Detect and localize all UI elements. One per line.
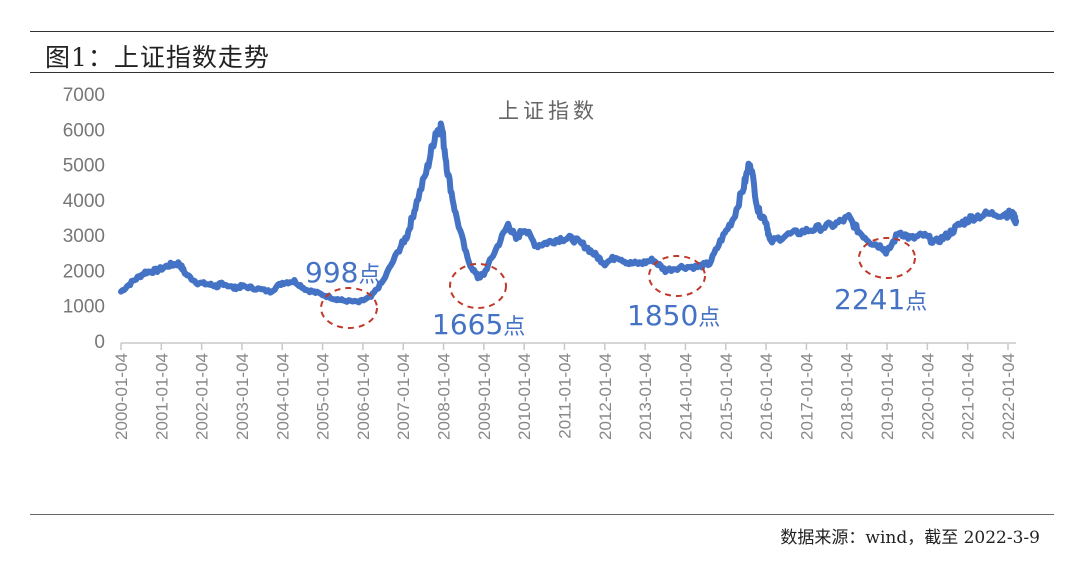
y-tick-label: 4000 [63, 191, 105, 212]
x-tick-label: 2001-01-04 [152, 353, 171, 440]
x-tick-label: 2000-01-04 [112, 353, 131, 440]
y-tick-label: 2000 [63, 261, 105, 282]
x-tick-label: 2004-01-04 [273, 353, 292, 440]
low-point-circle [858, 237, 916, 279]
x-tick-label: 2010-01-04 [515, 353, 534, 440]
x-tick-label: 2009-01-04 [475, 353, 494, 440]
figure-title: 图1：上证指数走势 [45, 43, 270, 72]
title-rule [30, 72, 1054, 73]
x-tick-label: 2002-01-04 [193, 353, 212, 440]
x-tick-label: 2019-01-04 [878, 353, 897, 440]
y-tick-label: 6000 [63, 120, 105, 141]
series-line-shanghai-index [118, 120, 1020, 306]
low-point-circle [449, 263, 507, 309]
x-tick-label: 2022-01-04 [999, 353, 1018, 440]
x-tick-label: 2016-01-04 [757, 353, 776, 440]
x-tick-label: 2007-01-04 [394, 353, 413, 440]
x-tick-label: 2017-01-04 [797, 353, 816, 440]
chart-title: 上证指数 [498, 99, 598, 123]
y-tick-label: 1000 [63, 297, 105, 318]
x-tick-label: 2018-01-04 [838, 353, 857, 440]
x-tick-label: 2005-01-04 [314, 353, 333, 440]
y-tick-label: 7000 [63, 85, 105, 106]
low-point-label: 998点 [305, 256, 380, 289]
low-point-label: 2241点 [834, 283, 927, 316]
x-tick-label: 2015-01-04 [717, 353, 736, 440]
x-tick-label: 2013-01-04 [636, 353, 655, 440]
x-tick-label: 2012-01-04 [596, 353, 615, 440]
x-tick-label: 2021-01-04 [959, 353, 978, 440]
low-point-circle [648, 255, 706, 297]
x-tick-label: 2008-01-04 [435, 353, 454, 440]
bottom-rule [30, 514, 1054, 515]
x-tick-label: 2011-01-04 [556, 353, 575, 439]
low-point-label: 1665点 [432, 308, 525, 341]
x-tick-label: 2020-01-04 [918, 353, 937, 440]
y-tick-label: 0 [94, 332, 105, 353]
y-tick-label: 5000 [63, 156, 105, 177]
top-rule [30, 31, 1054, 32]
y-tick-label: 3000 [63, 226, 105, 247]
x-tick-label: 2014-01-04 [676, 353, 695, 440]
low-point-label: 1850点 [627, 299, 720, 332]
data-source-note: 数据来源：wind，截至 2022-3-9 [780, 528, 1040, 548]
low-point-circle [320, 287, 378, 329]
x-tick-label: 2003-01-04 [233, 353, 252, 440]
x-tick-label: 2006-01-04 [354, 353, 373, 440]
